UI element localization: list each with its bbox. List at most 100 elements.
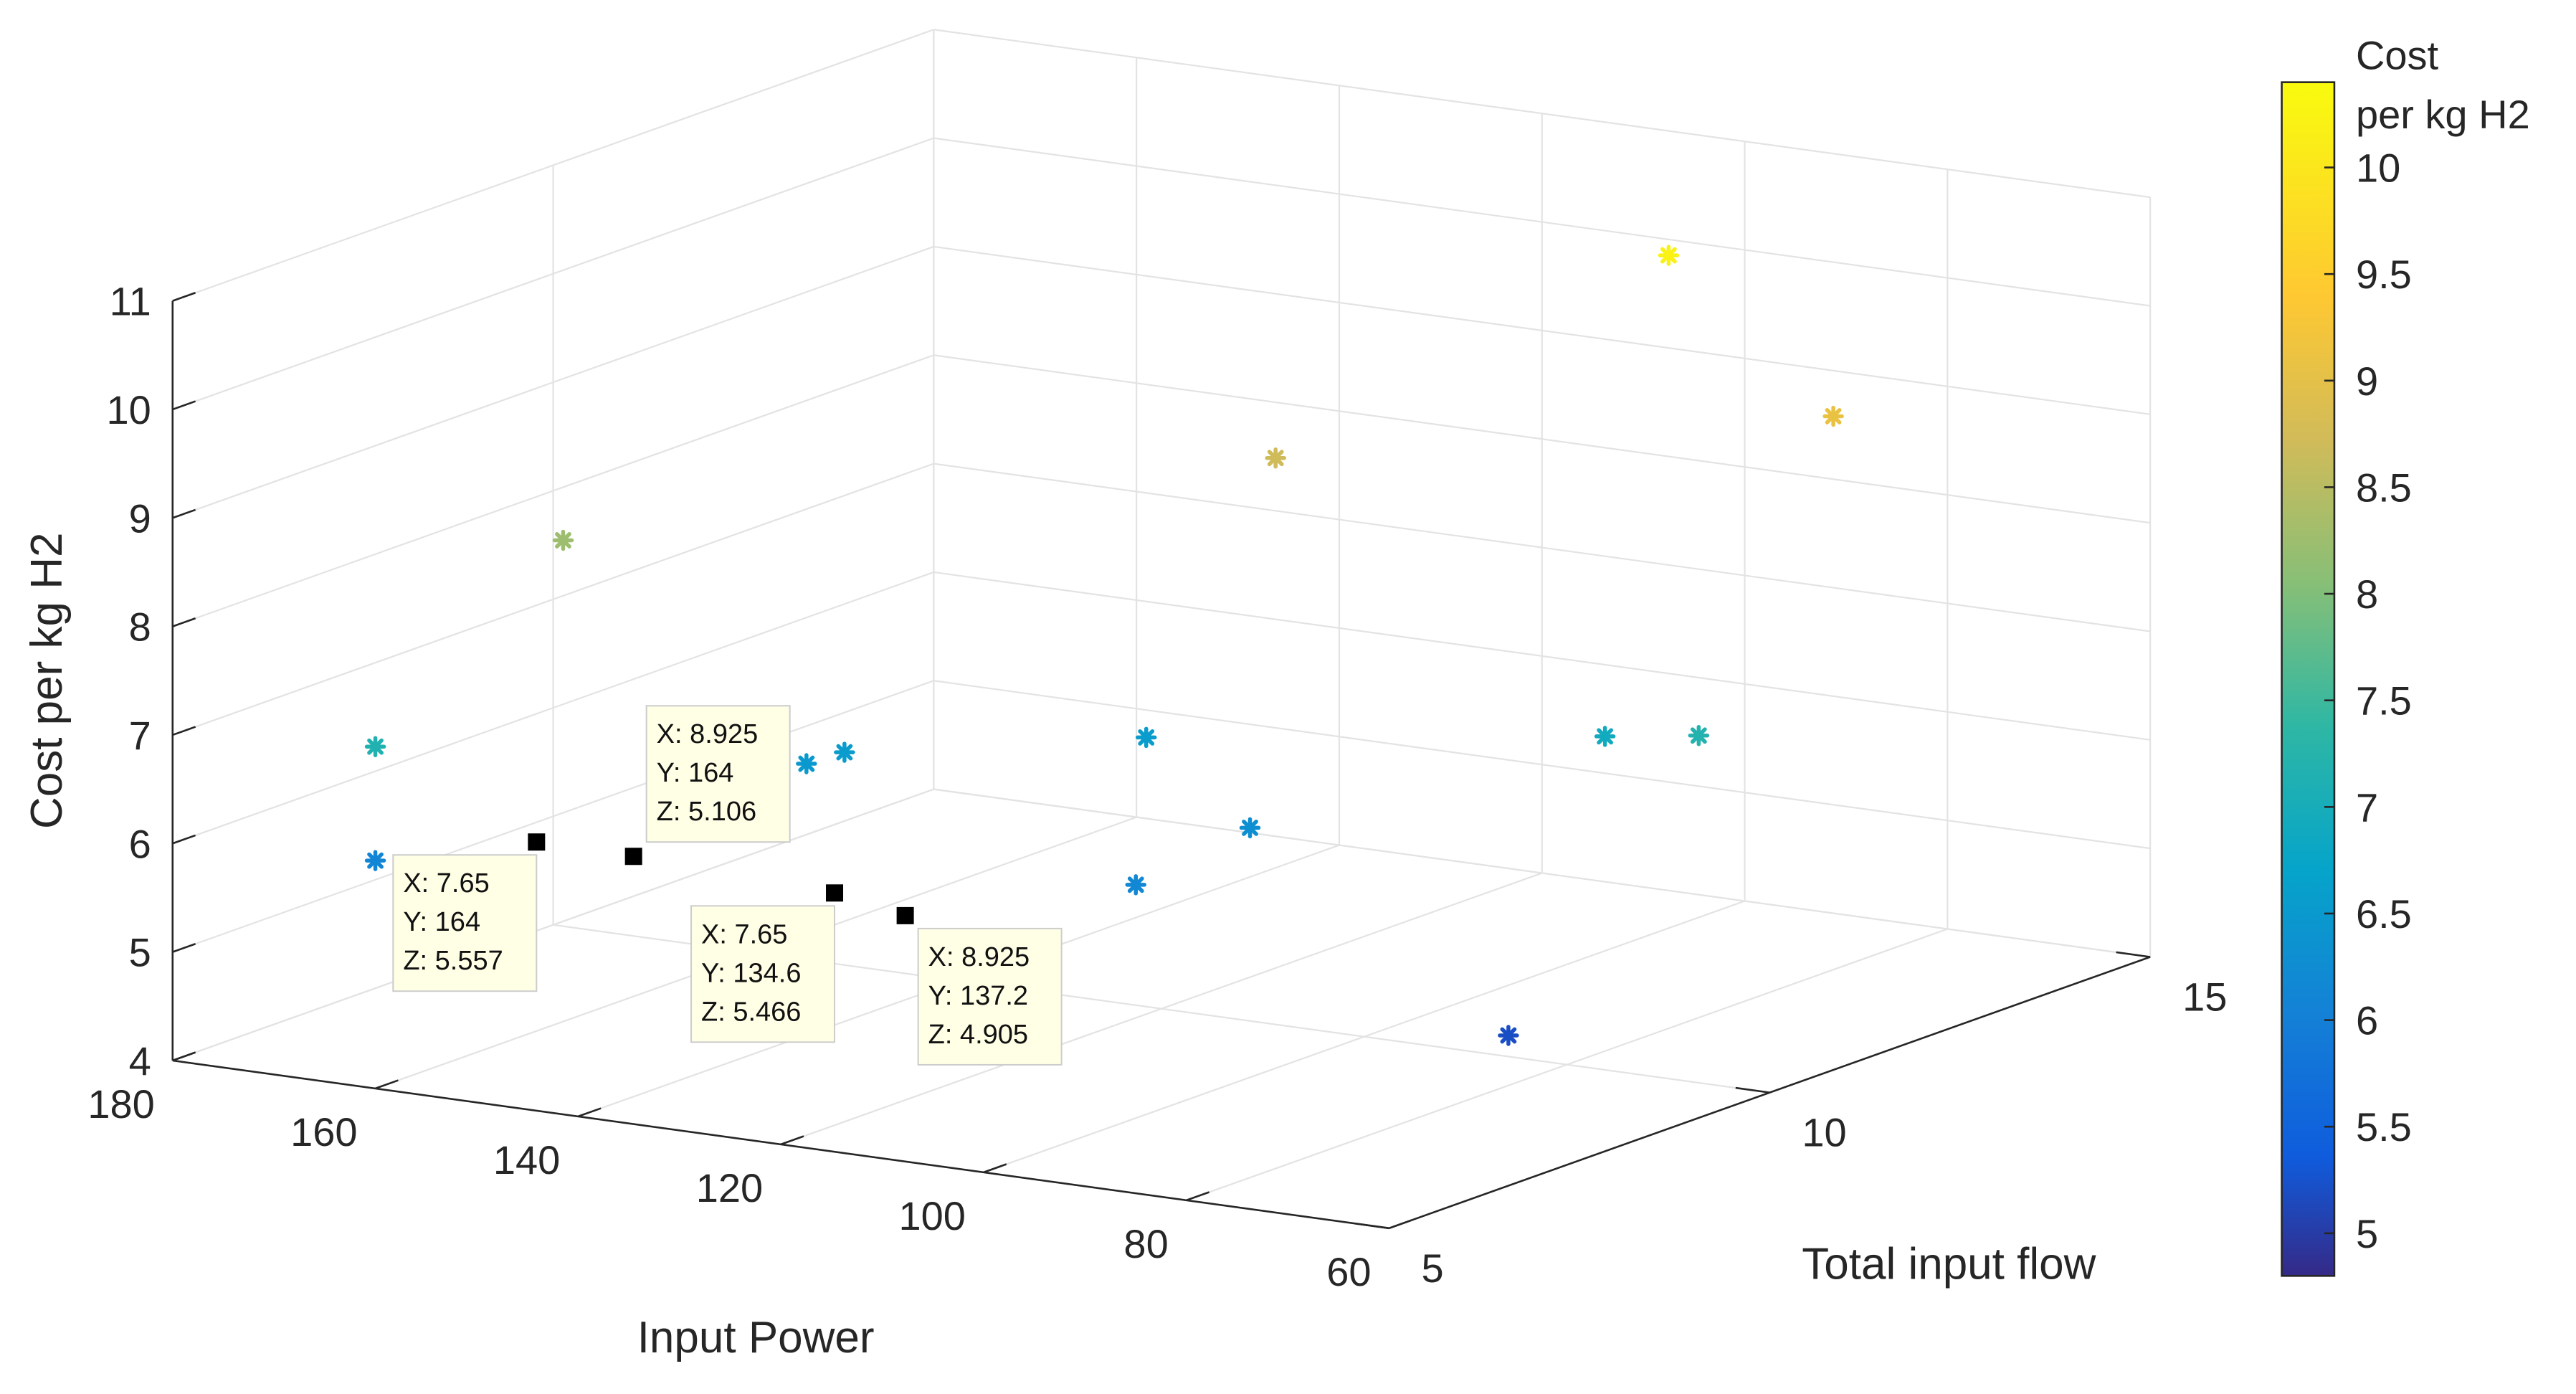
data-point [1594,726,1616,747]
data-tip-y: Y: 137.2 [928,981,1028,1011]
data-point-highlighted[interactable] [624,848,642,866]
grid-lines [171,29,2152,1229]
colorbar-tick-label: 6 [2356,998,2378,1043]
data-tip-z: Z: 5.106 [657,797,756,827]
z-tick-label: 11 [110,279,151,324]
data-point-stroke [798,755,815,772]
data-tip-x: X: 7.65 [403,868,489,898]
data-point-stroke [1825,408,1842,425]
data-point [1688,724,1710,746]
z-tick-label: 7 [129,713,151,758]
data-point-stroke [836,744,853,761]
z-tick-mark [172,400,196,411]
y-tick-label: 120 [696,1165,763,1210]
data-tip-box [917,927,1063,1066]
grid-line [172,680,934,953]
z-tick-mark [172,292,196,302]
z-tick-mark [172,508,196,519]
z-tick-mark [172,1051,196,1062]
data-point-stroke [1597,728,1614,745]
y-tick-mark [983,1163,1007,1174]
data-tip-box [690,905,836,1043]
data-point-stroke [1138,729,1155,746]
data-point-stroke [1690,727,1707,744]
z-tick-label: 9 [129,496,151,541]
colorbar-gradient [2281,81,2336,1277]
grid-line [172,245,934,519]
data-point-stroke [367,738,384,755]
colorbar-tick-label: 7 [2356,784,2378,830]
x-tick-label: 5 [1422,1246,1444,1291]
data-point [364,736,386,757]
data-point-highlighted[interactable] [528,833,546,851]
z-tick-label: 6 [129,821,151,866]
data-tip-x: X: 7.65 [701,919,787,949]
data-tip-z: Z: 4.905 [928,1020,1028,1050]
x-tick-label: 10 [1802,1110,1846,1155]
data-tip-x: X: 8.925 [928,942,1030,972]
data-point [796,753,817,774]
grid-line [172,571,934,845]
grid-line [933,463,2151,632]
data-tip-box [645,705,791,843]
data-point-stroke [1127,876,1144,893]
z-tick-label: 10 [106,387,151,432]
y-tick-label: 80 [1123,1221,1168,1266]
x-axis-label: Total input flow [1802,1240,2096,1289]
z-tick-label: 8 [129,604,151,650]
grid-line [933,29,2151,199]
grid-line [983,900,1745,1173]
data-point-highlighted[interactable] [826,884,844,902]
grid-line [172,137,934,410]
z-tick-mark [172,834,196,845]
grid-line [172,788,934,1061]
y-axis-label: Input Power [637,1313,875,1362]
data-point [834,741,855,763]
data-point [1125,874,1147,896]
x-tick-label: 15 [2182,974,2227,1019]
data-tip-y: Y: 164 [403,907,480,937]
data-tip-x: X: 8.925 [657,719,759,749]
grid-line [933,680,2151,850]
data-point [1658,245,1680,266]
data-tip-y: Y: 134.6 [701,958,801,988]
y-tick-mark [1186,1191,1210,1202]
grid-line [933,571,2151,741]
colorbar-tick-label: 8.5 [2356,465,2412,510]
x-axis-line [1389,956,2151,1230]
data-tip-z: Z: 5.557 [403,946,503,976]
data-point-stroke [1267,450,1284,467]
data-tips: X: 7.65 Y: 164 Z: 5.557 X: 8.925 Y: 164 Z: 5.… [392,705,1063,1066]
y-tick-label: 140 [493,1137,560,1182]
colorbar-tick-label: 8 [2356,572,2378,617]
data-point-highlighted[interactable] [896,906,914,924]
grid-line [172,463,934,736]
z-axis-label: Cost per kg H2 [22,533,72,830]
grid-line [172,354,934,627]
y-tick-label: 60 [1326,1249,1371,1294]
x-tick-mark [1354,1222,1389,1230]
data-point-stroke [1500,1027,1517,1044]
y-tick-mark [375,1079,399,1090]
z-tick-mark [172,943,196,953]
grid-line [172,29,934,302]
x-tick-mark [2116,951,2151,958]
y-tick-mark [1389,1219,1412,1230]
z-tick-mark [172,617,196,627]
y-tick-mark [577,1107,602,1118]
y-tick-mark [780,1135,804,1146]
y-tick-label: 100 [898,1193,965,1238]
data-point-stroke [367,852,384,869]
colorbar-tick-label: 7.5 [2356,678,2412,724]
colorbar-title: Cost [2356,32,2439,77]
colorbar-tick-label: 9 [2356,359,2378,404]
data-point-stroke [1660,247,1677,264]
grid-line [933,354,2151,524]
grid-line [933,137,2151,307]
colorbar-tick-label: 6.5 [2356,891,2412,937]
colorbar-title: per kg H2 [2356,92,2530,137]
data-point [1265,447,1286,469]
z-tick-mark [172,726,196,736]
